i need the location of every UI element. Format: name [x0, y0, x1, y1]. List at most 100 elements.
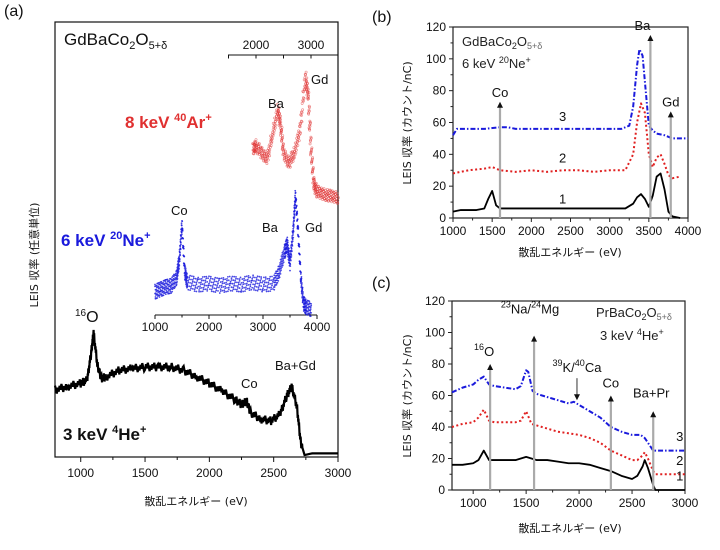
series-ar-point [293, 156, 296, 159]
series-ar-point [276, 108, 280, 112]
series-ne-point [299, 261, 302, 264]
arrow-marker [647, 34, 654, 218]
series-ar-point [309, 136, 313, 140]
series-label: 2 [676, 453, 683, 468]
series-ne-point [179, 241, 182, 244]
series-ne-point [298, 245, 301, 248]
arrow-head [647, 34, 654, 41]
series-ne-point [275, 272, 277, 275]
series-ar-point [258, 151, 261, 155]
arrow-head [531, 335, 538, 342]
series-ne-point [254, 276, 256, 279]
series-ne-point [200, 277, 203, 280]
series-ne-point [193, 290, 196, 292]
series-ar-point [275, 118, 279, 122]
panel-a-ylabel: LEIS 収率 (任意単位) [27, 203, 41, 308]
series-ne-point [212, 290, 215, 293]
series-ne-point [218, 277, 221, 280]
series-ne-point [247, 275, 250, 277]
series-ne-point [231, 289, 234, 292]
series-3-line [451, 369, 685, 452]
series-ne-point [234, 279, 237, 282]
x-tick-label: 2500 [557, 224, 584, 238]
series-ne-point [179, 245, 182, 248]
series-ne-point [299, 273, 302, 275]
series-ne-point [205, 284, 208, 287]
arrow-head [607, 395, 614, 402]
series-ar-point [309, 139, 313, 143]
series-ne-point [227, 288, 230, 291]
series-2-line [451, 408, 685, 476]
series-ne-point [186, 285, 189, 287]
series-ne-point [200, 281, 202, 284]
series-ne-point [249, 283, 252, 286]
series-ar-point [273, 126, 277, 130]
series-ne-point [301, 295, 304, 298]
series-ne-point [186, 272, 188, 275]
series-ne-point [241, 287, 244, 289]
series-ar-point [328, 188, 332, 192]
panel-c-xlabel: 散乱エネルギー (eV) [518, 521, 621, 535]
series-ne-point [281, 255, 284, 258]
superscript: 16 [474, 342, 484, 352]
series-ne-point [226, 279, 228, 282]
series-ne-point [193, 281, 196, 283]
panel-b-subtitle: 6 keV 20Ne+ [462, 55, 531, 71]
panel-a-title: GdBaCo2O5+δ [64, 30, 167, 52]
series-ne-point [239, 276, 242, 279]
series-ar-point [302, 96, 306, 100]
label-part: Mg [541, 302, 559, 317]
series-ne-point [170, 292, 173, 294]
series-ne-point [155, 284, 158, 287]
series-ne-point [226, 277, 228, 280]
arrow-marker [667, 111, 674, 218]
series-ar-point [292, 153, 296, 156]
series-ar-point [291, 159, 295, 163]
series-label: 2 [559, 150, 566, 165]
panel-c-title: PrBaCo2O5+δ [596, 305, 672, 322]
panel-b: (b) 1000 1500 2000 2500 3000 3500 4000 0 20 40 60 8… [372, 9, 702, 259]
series-ne-point [170, 284, 173, 287]
series-ne-point [256, 289, 259, 292]
series-ne-point [222, 278, 225, 281]
series-label: 3 [559, 109, 566, 124]
series-ne-point [286, 239, 289, 242]
series-ar-point [307, 109, 311, 113]
series-ne-point [223, 291, 226, 293]
series-ne-point [206, 289, 209, 292]
series-ne-point [306, 313, 309, 316]
series-ne-point [158, 294, 161, 297]
series-ar-point [254, 138, 258, 142]
series-ar-point [270, 139, 274, 143]
series-ar-point [310, 159, 314, 162]
series-ne-point [178, 264, 181, 267]
series-ar-point [277, 106, 281, 109]
series-ne-point [221, 289, 224, 292]
superscript: 40 [575, 358, 585, 368]
series-ne-point [264, 276, 267, 279]
series-ne-point [301, 289, 304, 292]
series-ne-point [291, 244, 294, 247]
series-ne-point [162, 294, 165, 297]
series-ne-point [217, 289, 219, 292]
x-tick-label: 1000 [67, 466, 94, 480]
series-ne-point [293, 214, 296, 217]
series-ne-point [243, 277, 246, 280]
series-ne-point [205, 275, 208, 278]
series-ne-point [191, 288, 194, 290]
series-ne-point [200, 286, 203, 289]
series-ne-point [294, 204, 297, 207]
series-ne-point [171, 290, 174, 293]
series-ne-point [281, 264, 284, 267]
series-ne-point [173, 283, 176, 285]
series-ne-point [246, 278, 249, 281]
series-ar-point [266, 155, 270, 159]
series-ne-point [244, 290, 246, 292]
series-ne-point [174, 278, 177, 281]
series-ne-point [269, 290, 272, 292]
series-ar-point [271, 137, 274, 140]
panel-c-series-labels: 3 21 [676, 429, 683, 483]
series-ar-point [273, 120, 277, 124]
series-ne-point [271, 282, 273, 285]
series-ne-point [263, 276, 265, 279]
